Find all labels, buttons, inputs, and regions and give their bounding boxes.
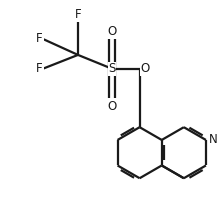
Text: O: O — [107, 100, 117, 113]
Text: O: O — [107, 25, 117, 38]
Text: F: F — [36, 33, 43, 45]
Text: S: S — [108, 62, 116, 75]
Text: N: N — [209, 134, 218, 146]
Text: F: F — [75, 8, 81, 21]
Text: F: F — [36, 62, 43, 75]
Text: O: O — [141, 62, 150, 75]
